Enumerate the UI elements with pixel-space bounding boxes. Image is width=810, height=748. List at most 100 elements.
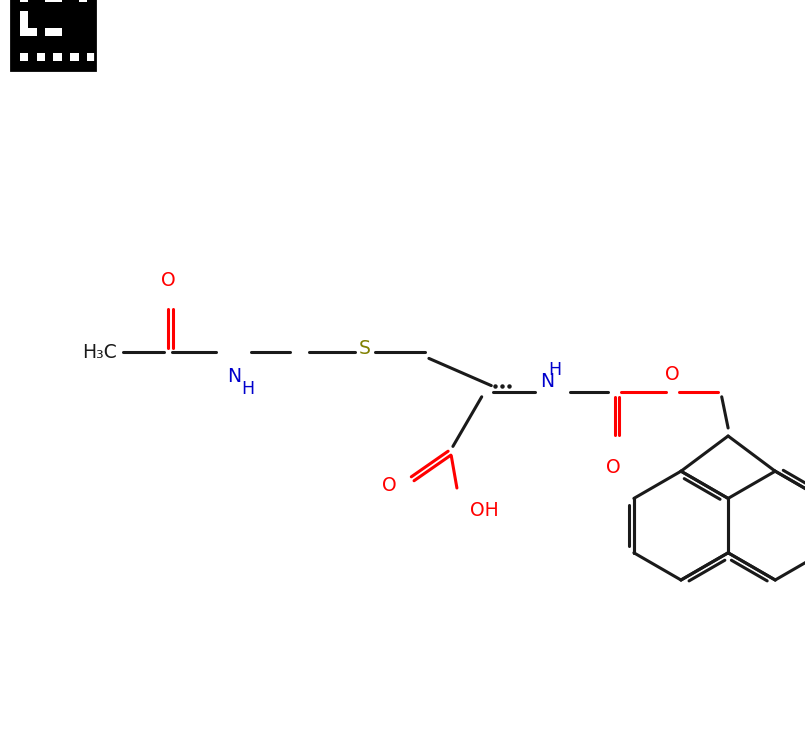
Text: N: N — [540, 372, 554, 391]
Bar — [11, 2, 19, 10]
Bar — [87, 36, 96, 44]
Bar — [79, 19, 87, 28]
Bar — [70, 19, 79, 28]
Text: S: S — [359, 339, 371, 358]
Bar — [87, 44, 96, 53]
Bar — [11, 0, 19, 2]
Bar — [79, 36, 87, 44]
Bar — [19, 2, 28, 10]
Bar — [11, 36, 19, 44]
Bar — [62, 44, 70, 53]
Bar — [36, 44, 45, 53]
Bar — [36, 0, 45, 2]
Bar — [53, 61, 62, 70]
Bar — [36, 10, 45, 19]
Bar — [28, 61, 36, 70]
Text: OH: OH — [470, 501, 498, 520]
Bar — [28, 2, 36, 10]
Bar — [62, 19, 70, 28]
Bar — [11, 53, 19, 61]
Bar — [11, 28, 19, 36]
Bar — [62, 28, 70, 36]
Bar — [62, 0, 70, 2]
Bar — [70, 44, 79, 53]
Bar — [53, 44, 62, 53]
Bar — [11, 2, 19, 10]
Bar — [70, 36, 79, 44]
Bar — [45, 61, 53, 70]
Bar — [53, 19, 62, 28]
Bar — [87, 36, 96, 44]
Bar — [28, 0, 36, 2]
Bar — [11, 10, 19, 19]
Bar — [36, 61, 45, 70]
Bar — [36, 2, 45, 10]
Bar — [70, 10, 79, 19]
Bar — [79, 53, 87, 61]
Bar — [62, 61, 70, 70]
Text: O: O — [382, 476, 396, 495]
Bar — [11, 0, 96, 70]
Bar — [36, 10, 45, 19]
Bar — [70, 0, 79, 2]
Bar — [28, 19, 36, 28]
Bar — [53, 36, 62, 44]
Bar — [19, 44, 28, 53]
Bar — [87, 2, 96, 10]
Text: H: H — [548, 361, 562, 378]
Bar — [36, 19, 45, 28]
Bar — [45, 2, 53, 10]
Text: N: N — [227, 367, 241, 385]
Bar — [62, 2, 70, 10]
Bar — [19, 36, 28, 44]
Bar — [36, 2, 45, 10]
Bar — [62, 53, 70, 61]
Bar — [53, 2, 62, 10]
Text: H: H — [241, 380, 254, 398]
Bar — [79, 10, 87, 19]
Bar — [70, 36, 79, 44]
Bar — [53, 36, 62, 44]
Bar — [79, 44, 87, 53]
Bar — [70, 2, 79, 10]
Bar — [62, 19, 70, 28]
Text: O: O — [665, 365, 680, 384]
Bar — [62, 2, 70, 10]
Text: O: O — [161, 271, 176, 289]
Bar — [19, 61, 28, 70]
Text: O: O — [606, 458, 620, 476]
Bar — [11, 19, 19, 28]
Bar — [70, 10, 79, 19]
Bar — [28, 44, 36, 53]
Bar — [45, 36, 53, 44]
Bar — [87, 19, 96, 28]
Bar — [45, 10, 53, 19]
Bar — [87, 28, 96, 36]
Bar — [36, 19, 45, 28]
Bar — [79, 2, 87, 10]
Text: H₃C: H₃C — [82, 343, 117, 361]
Bar — [19, 0, 28, 2]
Bar — [45, 36, 53, 44]
Bar — [11, 0, 19, 2]
Bar — [87, 61, 96, 70]
Bar — [36, 28, 45, 36]
Bar — [28, 10, 36, 19]
Bar — [53, 10, 62, 19]
Bar — [36, 36, 45, 44]
Bar — [70, 28, 79, 36]
Bar — [62, 36, 70, 44]
Bar — [79, 28, 87, 36]
Bar — [19, 0, 28, 2]
Bar — [62, 10, 70, 19]
Bar — [79, 61, 87, 70]
Bar — [70, 19, 79, 28]
Bar — [87, 19, 96, 28]
Bar — [70, 61, 79, 70]
Bar — [87, 10, 96, 19]
Bar — [62, 10, 70, 19]
Bar — [11, 44, 19, 53]
Bar — [87, 10, 96, 19]
Bar — [62, 36, 70, 44]
Bar — [28, 2, 36, 10]
